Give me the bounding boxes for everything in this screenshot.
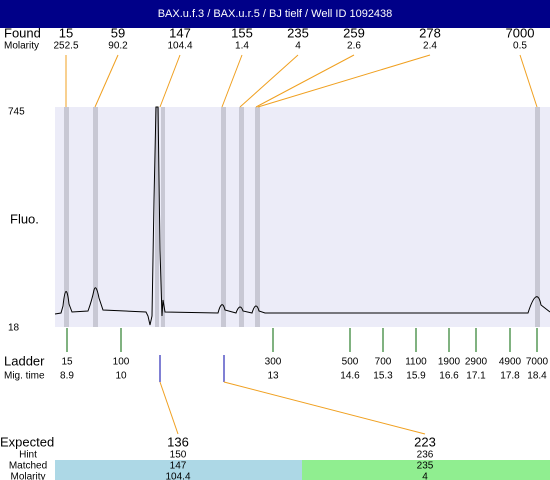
expected-connector: [223, 381, 426, 435]
ladder-time: 13: [267, 371, 279, 382]
ladder-time: 15.3: [373, 371, 393, 382]
ladder-time: 8.9: [60, 371, 74, 382]
found-molarity: 2.4: [423, 41, 437, 52]
ladder-size: 1100: [405, 357, 427, 368]
mig-time-label: Mig. time: [4, 371, 45, 382]
found-size: 59: [111, 25, 125, 40]
ladder-size: 700: [375, 357, 392, 368]
found-connector: [255, 54, 355, 108]
expected-hint: 236: [417, 450, 434, 461]
found-size: 15: [59, 25, 73, 40]
found-molarity: 252.5: [53, 41, 78, 52]
plot-area: [55, 107, 550, 327]
ladder-size: 1900: [438, 357, 461, 368]
ladder-time: 14.6: [340, 371, 360, 382]
ladder-size: 100: [113, 357, 130, 368]
ladder-size: 500: [342, 357, 359, 368]
match-block: [55, 460, 302, 480]
expected-row-label: Expected: [0, 434, 54, 449]
ladder-time: 10: [115, 371, 127, 382]
match-block: [302, 460, 550, 480]
ladder-time: 18.4: [527, 371, 547, 382]
ladder-size: 15: [61, 357, 73, 368]
y-max: 745: [8, 107, 25, 118]
ladder-size: 2900: [465, 357, 488, 368]
found-size: 235: [287, 25, 309, 40]
expected-molarity: 4: [422, 472, 428, 480]
found-size: 259: [343, 25, 365, 40]
found-connector: [239, 54, 299, 108]
found-connector: [519, 54, 538, 108]
found-connector: [94, 54, 119, 108]
expected-expected: 223: [414, 434, 436, 449]
ladder-time: 17.1: [466, 371, 486, 382]
found-molarity: 1.4: [235, 41, 249, 52]
y-label: Fluo.: [10, 211, 39, 226]
expected-expected: 136: [167, 434, 189, 449]
expected-row-label: Molarity: [10, 472, 45, 480]
expected-molarity: 104.4: [165, 472, 190, 480]
found-size: 278: [419, 25, 441, 40]
ladder-size: 300: [265, 357, 282, 368]
expected-matched: 147: [170, 461, 187, 472]
expected-matched: 235: [417, 461, 434, 472]
expected-connector: [159, 381, 179, 435]
found-molarity: 104.4: [167, 41, 192, 52]
ladder-size: 4900: [499, 357, 522, 368]
found-connector: [221, 54, 243, 108]
found-connector: [257, 54, 431, 108]
y-min: 18: [8, 323, 20, 334]
trace: [54, 106, 550, 326]
expected-hint: 150: [170, 450, 187, 461]
title: BAX.u.f.3 / BAX.u.r.5 / BJ tielf / Well …: [158, 8, 393, 20]
found-molarity: 90.2: [108, 41, 128, 52]
expected-row-label: Hint: [19, 450, 37, 461]
title-bar: [0, 0, 550, 28]
ladder-size: 7000: [526, 357, 549, 368]
found-molarity: 2.6: [347, 41, 361, 52]
found-size: 147: [169, 25, 191, 40]
molarity-label: Molarity: [4, 41, 39, 52]
found-label: Found: [4, 25, 41, 40]
ladder-time: 16.6: [439, 371, 459, 382]
ladder-label: Ladder: [4, 353, 45, 368]
found-size: 155: [231, 25, 253, 40]
found-molarity: 0.5: [513, 41, 527, 52]
peak-bands: [64, 107, 540, 327]
ladder-time: 17.8: [500, 371, 520, 382]
found-molarity: 4: [295, 41, 301, 52]
expected-row-label: Matched: [9, 461, 47, 472]
ladder-time: 15.9: [406, 371, 426, 382]
found-size: 7000: [506, 25, 535, 40]
found-connector: [159, 54, 181, 108]
